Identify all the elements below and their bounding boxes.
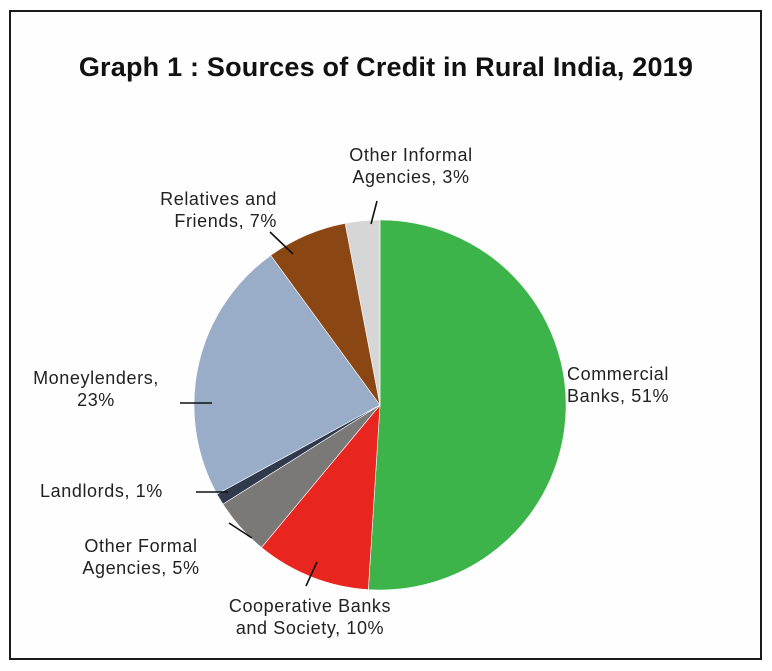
slice-label: Cooperative Banks and Society, 10% (229, 596, 391, 638)
leader-line (228, 522, 253, 539)
slice-label: Landlords, 1% (40, 481, 163, 501)
slice-label-line: Agencies, 5% (82, 558, 199, 578)
pie-slices (193, 219, 567, 591)
slice-label-line: Friends, 7% (174, 211, 277, 231)
slice-label: Other Informal Agencies, 3% (349, 145, 472, 187)
leader-line (269, 231, 294, 255)
slice-label-line: Moneylenders, (33, 368, 159, 388)
leader-line (305, 561, 318, 587)
pie-slice-moneylenders (193, 254, 381, 495)
slice-labels: Commercial Banks, 51% Cooperative Banks and… (33, 145, 669, 638)
slice-label: Other Formal Agencies, 5% (82, 536, 199, 578)
slice-label-line: Banks, 51% (567, 386, 669, 406)
slice-label-line: Landlords, 1% (40, 481, 163, 501)
slice-label-line: Cooperative Banks (229, 596, 391, 616)
slice-label: Moneylenders, 23% (33, 368, 159, 410)
slice-label-line: Other Formal (84, 536, 197, 556)
pie-slice-other-informal-agencies (344, 219, 381, 406)
pie-slice-commercial-banks (368, 219, 567, 591)
slice-label-line: Commercial (567, 364, 669, 384)
pie-slice-cooperative-banks-and-society (261, 404, 381, 590)
leader-lines (180, 200, 378, 587)
slice-label: Commercial Banks, 51% (567, 364, 669, 406)
slice-label: Relatives and Friends, 7% (160, 189, 277, 231)
slice-label-line: Other Informal (349, 145, 472, 165)
leader-line (370, 200, 378, 225)
chart-title: Graph 1 : Sources of Credit in Rural Ind… (78, 52, 694, 82)
slice-label-line: 23% (77, 390, 115, 410)
slice-label-line: and Society, 10% (236, 618, 384, 638)
slice-label-line: Relatives and (160, 189, 277, 209)
slice-label-line: Agencies, 3% (352, 167, 469, 187)
